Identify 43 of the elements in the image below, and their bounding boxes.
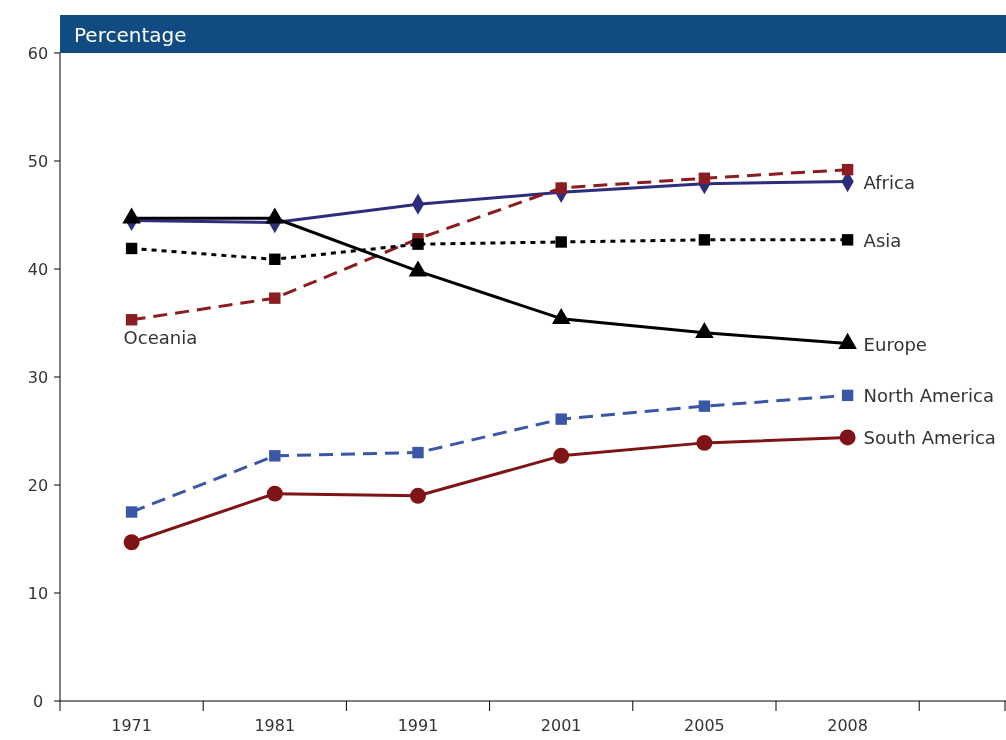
point (555, 236, 567, 248)
point (555, 413, 567, 425)
point (555, 182, 567, 194)
point (123, 534, 140, 551)
y-tick-label: 60 (27, 43, 49, 63)
point (839, 429, 856, 446)
y-tick-label: 40 (27, 259, 49, 279)
y-tick-label: 20 (27, 475, 49, 495)
point (125, 242, 138, 255)
point (841, 163, 854, 176)
point (266, 485, 283, 502)
y-tick-label: 50 (27, 151, 49, 171)
y-tick-label: 30 (27, 367, 49, 387)
y-tick-label: 10 (27, 583, 49, 603)
point (412, 238, 424, 250)
x-tick-label: 2005 (684, 716, 725, 735)
point (125, 314, 138, 326)
point (410, 487, 426, 504)
point (412, 446, 424, 459)
series-label: Asia (863, 229, 902, 251)
point (125, 506, 138, 518)
series-label: Europe (863, 333, 927, 355)
point (269, 292, 281, 304)
x-tick-label: 2001 (540, 716, 582, 735)
point (841, 389, 854, 402)
x-tick-label: 1981 (254, 716, 296, 735)
point (269, 450, 281, 462)
point (841, 234, 854, 246)
series-label: North America (863, 385, 994, 407)
point (698, 234, 711, 246)
series-label: South America (863, 427, 996, 449)
x-tick-label: 2008 (827, 716, 868, 735)
point (698, 172, 711, 184)
x-tick-label: 1971 (111, 716, 152, 735)
point (553, 447, 570, 464)
point (698, 400, 711, 412)
point (269, 253, 281, 265)
x-tick-label: 1991 (397, 716, 439, 735)
series-label: Oceania (123, 326, 198, 348)
y-axis-title: Percentage (74, 23, 187, 47)
y-tick-label: 0 (32, 691, 44, 711)
series-label: Africa (863, 171, 915, 193)
point (696, 434, 713, 451)
